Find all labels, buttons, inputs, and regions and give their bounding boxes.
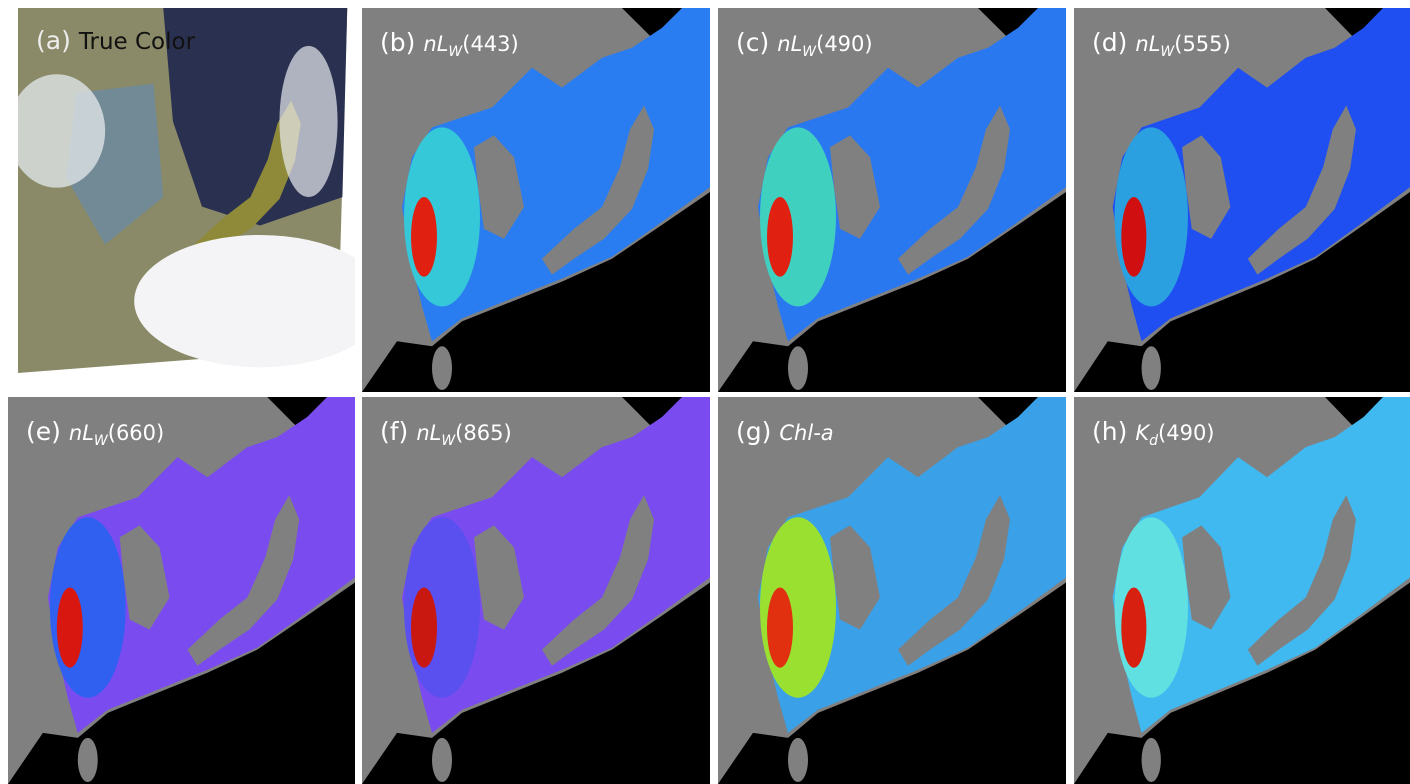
- label-text: nL: [423, 32, 448, 56]
- turbid-water: [411, 197, 437, 277]
- taiwan: [1142, 738, 1161, 782]
- label-text: W: [441, 433, 455, 449]
- map-panel: (f) nLW(865): [362, 397, 710, 784]
- map-panel: (g) Chl-a: [718, 397, 1066, 784]
- label-text: nLW(555): [1135, 32, 1230, 56]
- taiwan: [788, 346, 808, 390]
- label-text: d: [1149, 433, 1158, 449]
- label-text: nL: [416, 421, 441, 445]
- label-text: W: [448, 44, 462, 60]
- label-text: (555): [1174, 32, 1230, 56]
- label-text: Chl-a: [779, 421, 833, 445]
- turbid-water: [57, 587, 83, 667]
- map-image: [1074, 8, 1410, 392]
- map-panel: (c) nLW(490): [718, 8, 1066, 392]
- map-panel: (a) True Color: [18, 8, 355, 373]
- label-text: nLW(490): [777, 32, 872, 56]
- label-text: nLW(660): [69, 421, 164, 445]
- turbid-water: [1121, 197, 1146, 277]
- map-image: [718, 8, 1066, 392]
- taiwan: [788, 738, 808, 782]
- label-text: (443): [462, 32, 518, 56]
- map-image: [718, 397, 1066, 784]
- panel-label: (a) True Color: [36, 26, 195, 55]
- turbid-water: [767, 197, 793, 277]
- label-text: (490): [1158, 421, 1214, 445]
- label-text: nL: [777, 32, 802, 56]
- map-image: [18, 8, 355, 373]
- label-text: True Color: [79, 29, 195, 55]
- map-image: [362, 8, 710, 392]
- figure: (a)True Color(b)nLW(443)(c)nLW(490)(d)nL…: [0, 0, 1410, 784]
- map-panel: (h) Kd(490): [1074, 397, 1410, 784]
- label-text: Kd(490): [1135, 421, 1214, 445]
- map-panel: (d) nLW(555): [1074, 8, 1410, 392]
- label-text: True Color: [79, 29, 195, 55]
- label-text: (g): [736, 417, 771, 446]
- label-text: nLW(865): [416, 421, 511, 445]
- map-image: [8, 397, 355, 784]
- label-text: (c): [736, 28, 769, 57]
- turbid-water: [767, 587, 793, 667]
- map-image: [1074, 397, 1410, 784]
- label-text: (865): [455, 421, 511, 445]
- label-text: Chl-a: [779, 421, 833, 445]
- taiwan: [432, 346, 452, 390]
- panel-label: (f) nLW(865): [380, 417, 512, 449]
- label-text: nLW(443): [423, 32, 518, 56]
- label-text: W: [94, 433, 108, 449]
- label-text: nL: [69, 421, 94, 445]
- label-text: (b): [380, 28, 415, 57]
- turbid-water: [411, 587, 437, 667]
- label-text: K: [1135, 421, 1149, 445]
- turbid-water: [1121, 587, 1146, 667]
- label-text: (f): [380, 417, 408, 446]
- label-text: (d): [1092, 28, 1127, 57]
- panel-label: (c) nLW(490): [736, 28, 873, 60]
- panel-label: (b) nLW(443): [380, 28, 519, 60]
- taiwan: [1142, 346, 1161, 390]
- label-text: (e): [26, 417, 61, 446]
- map-image: [362, 397, 710, 784]
- label-text: (h): [1092, 417, 1127, 446]
- map-panel: (b) nLW(443): [362, 8, 710, 392]
- taiwan: [78, 738, 98, 782]
- map-panel: (e) nLW(660): [8, 397, 355, 784]
- label-text: nL: [1135, 32, 1160, 56]
- label-text: (a): [36, 26, 71, 55]
- label-text: (490): [816, 32, 872, 56]
- taiwan: [432, 738, 452, 782]
- label-text: W: [802, 44, 816, 60]
- panel-label: (g) Chl-a: [736, 417, 834, 446]
- panel-label: (h) Kd(490): [1092, 417, 1215, 449]
- panel-label: (e) nLW(660): [26, 417, 164, 449]
- cloud: [279, 46, 337, 197]
- panel-label: (d) nLW(555): [1092, 28, 1231, 60]
- label-text: W: [1160, 44, 1174, 60]
- label-text: (660): [108, 421, 164, 445]
